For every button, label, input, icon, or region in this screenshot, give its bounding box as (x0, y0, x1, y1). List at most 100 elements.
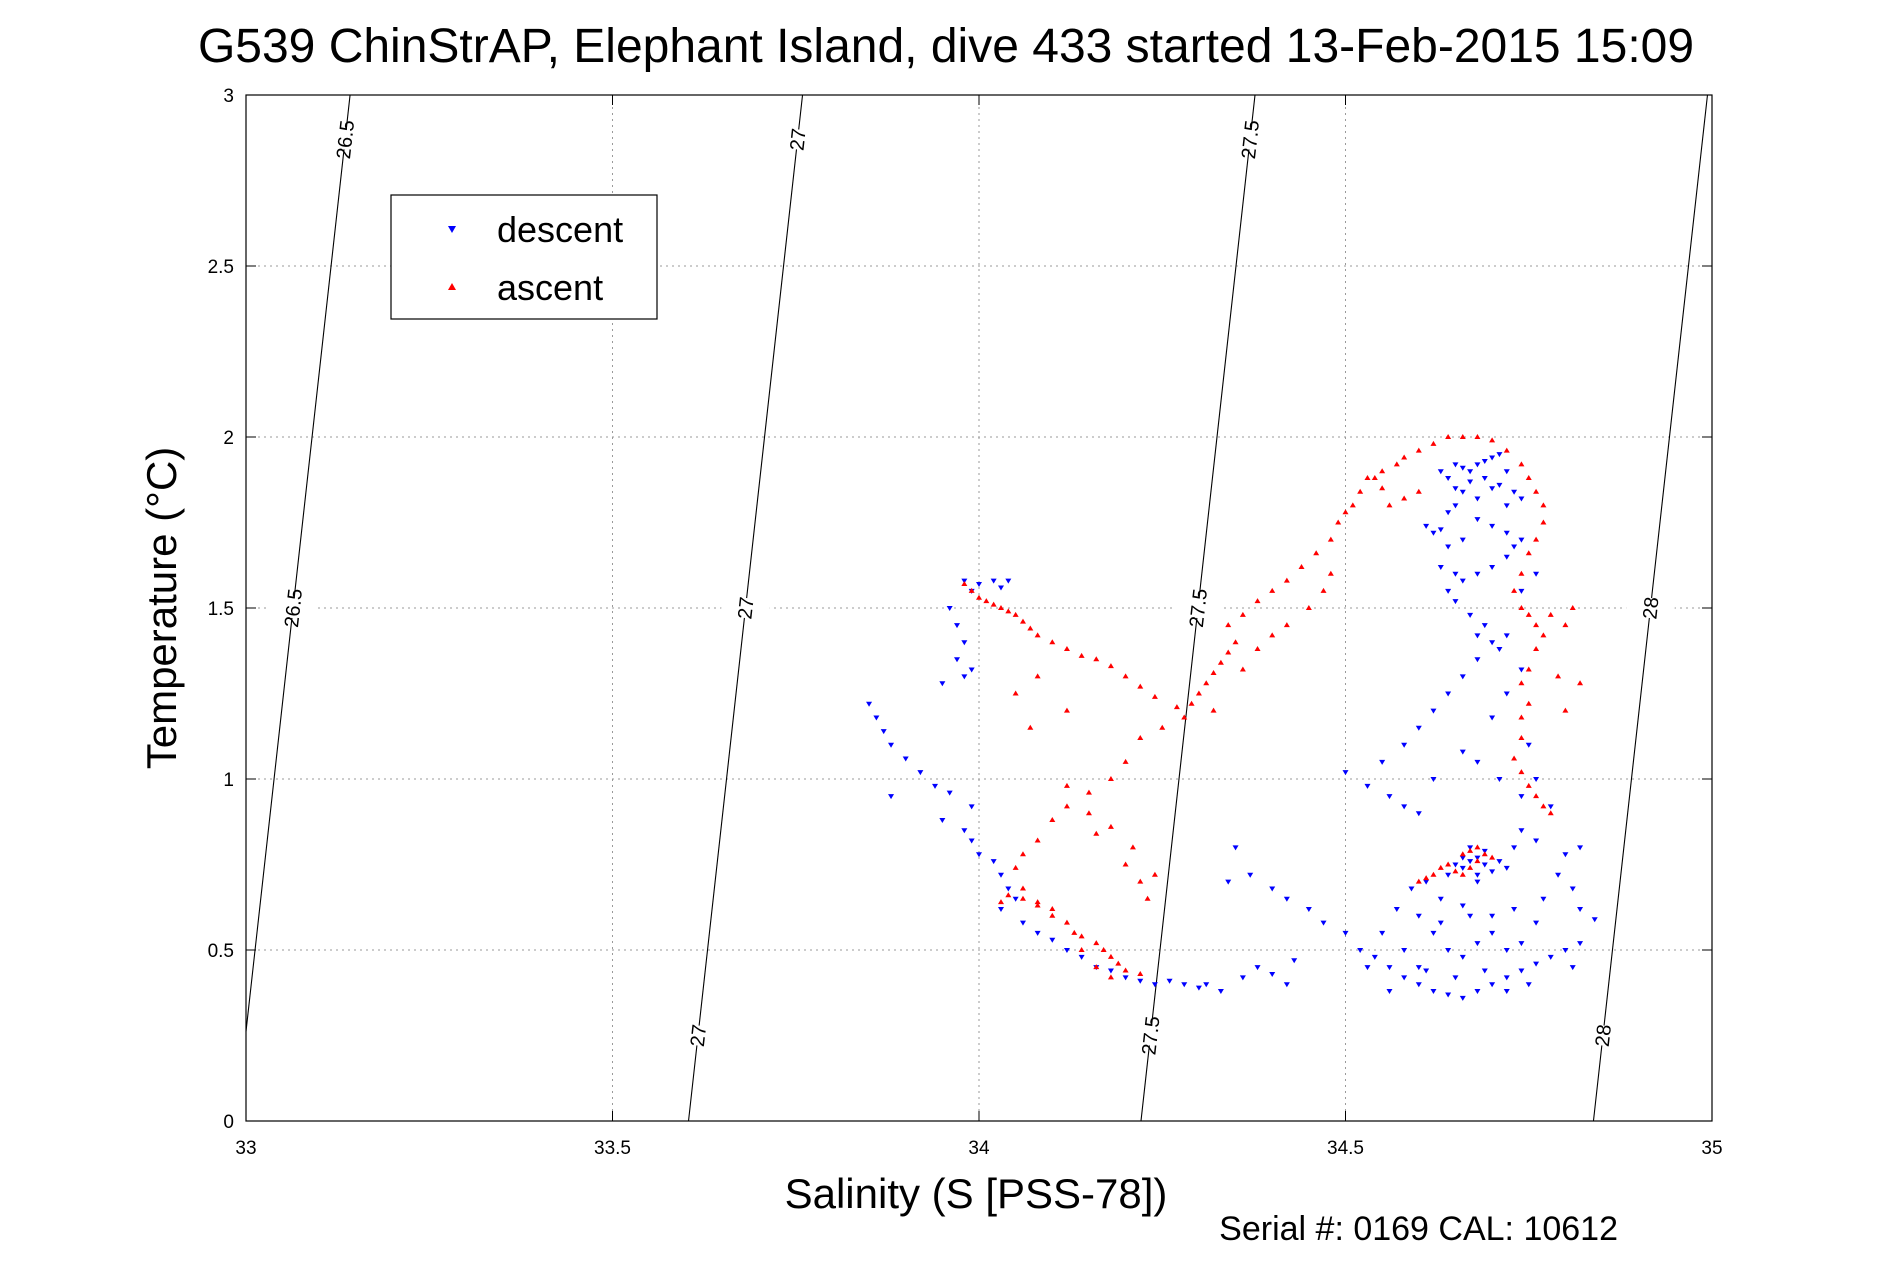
ascent-point (1430, 440, 1437, 446)
descent-point (1474, 517, 1481, 523)
descent-point (1445, 872, 1452, 878)
isopycnal-label: 27.5 (1186, 588, 1212, 629)
descent-point (1474, 633, 1481, 639)
ascent-point (1093, 656, 1100, 662)
ascent-point (1034, 837, 1041, 843)
ascent-point (1489, 854, 1496, 860)
ascent-point (1423, 875, 1430, 881)
ascent-point (1327, 570, 1334, 576)
isopycnal-label-bg (268, 595, 319, 621)
descent-point (1533, 920, 1540, 926)
ascent-point (1034, 899, 1041, 905)
ascent-point (1071, 929, 1078, 935)
ascent-point (1518, 769, 1525, 775)
ascent-point (1540, 632, 1547, 638)
descent-point (1459, 995, 1466, 1001)
descent-point (1452, 503, 1459, 509)
descent-point (1269, 886, 1276, 892)
descent-point (997, 906, 1004, 912)
descent-point (961, 674, 968, 680)
isopycnal-label: 27.5 (1238, 119, 1264, 160)
ascent-point (1144, 895, 1151, 901)
ascent-point (1063, 919, 1070, 925)
descent-point (1481, 862, 1488, 868)
descent-point (1503, 948, 1510, 953)
descent-point (1445, 691, 1452, 697)
legend-box (390, 194, 658, 320)
descent-point (1474, 941, 1481, 947)
isopycnal-label-bg (772, 126, 823, 153)
descent-point (1430, 930, 1437, 936)
descent-point (1503, 691, 1510, 697)
ascent-point (1437, 864, 1444, 870)
ascent-point (1027, 625, 1034, 631)
descent-point (961, 640, 968, 646)
ascent-point (1511, 755, 1518, 761)
isopycnal-label-bg (1125, 1022, 1176, 1049)
ascent-point (990, 601, 997, 607)
isopycnal-lines: 26.5 26.5 27 27 27 27.5 27.5 27.5 28 28 (245, 94, 1709, 1122)
descent-point (1386, 794, 1393, 800)
ascent-point (1151, 693, 1158, 699)
descent-point (932, 783, 939, 789)
ascent-point (1122, 673, 1129, 679)
descent-point (873, 715, 880, 721)
isopycnal-label: 27.5 (1138, 1015, 1164, 1056)
ascent-point (1005, 892, 1012, 898)
ascent-point (1445, 861, 1452, 867)
ascent-point (1254, 598, 1261, 604)
descent-point (1503, 989, 1510, 995)
descent-point (1437, 527, 1444, 533)
descent-point (1503, 554, 1510, 560)
ascent-point (1313, 550, 1320, 556)
descent-point (1305, 906, 1312, 912)
descent-point (1496, 482, 1503, 488)
ascent-point (1518, 605, 1525, 610)
data-points (866, 434, 1598, 1001)
grid (246, 95, 1712, 1121)
ascent-point (1562, 707, 1569, 713)
descent-point (968, 838, 975, 844)
x-tick-label: 35 (1701, 1138, 1722, 1159)
descent-point (1481, 623, 1488, 629)
descent-point (1459, 903, 1466, 909)
ascent-point (1430, 871, 1437, 877)
descent-point (1445, 510, 1452, 516)
y-tick-label: 1 (223, 770, 234, 791)
ascent-point (1078, 947, 1085, 952)
descent-point (1496, 452, 1503, 458)
y-tick-label: 0 (223, 1112, 234, 1133)
descent-point (1342, 770, 1349, 776)
y-tick-label: 1.5 (208, 599, 234, 620)
descent-point (888, 794, 895, 800)
descent-point (1386, 965, 1393, 971)
descent-point (1430, 989, 1437, 995)
descent-point (1166, 978, 1173, 984)
descent-point (1474, 759, 1481, 765)
ascent-point (1525, 700, 1532, 706)
isopycnal-label: 27 (687, 1023, 711, 1048)
ascent-point (1195, 690, 1202, 696)
ascent-point (1371, 475, 1378, 481)
isopycnal-label-bg (320, 126, 371, 153)
ascent-point (1518, 570, 1525, 576)
ascent-point (1379, 485, 1386, 491)
descent-point (1518, 794, 1525, 800)
descent-point (1533, 961, 1540, 967)
ascent-point (1225, 622, 1232, 628)
ascent-point (997, 605, 1004, 610)
ascent-point (1342, 509, 1349, 515)
ascent-point (1349, 502, 1356, 508)
ascent-point (968, 587, 975, 593)
ascent-point (1085, 789, 1092, 795)
descent-point (1474, 496, 1481, 502)
x-tick-label: 33 (235, 1138, 256, 1159)
ascent-point (1210, 669, 1217, 675)
descent-point (1217, 989, 1224, 995)
descent-point (1401, 804, 1408, 810)
isopycnal-label: 27 (734, 596, 758, 621)
ascent-point (1210, 707, 1217, 713)
ascent-point (1173, 704, 1180, 710)
ascent-point (1518, 680, 1525, 686)
descent-point (1474, 571, 1481, 577)
